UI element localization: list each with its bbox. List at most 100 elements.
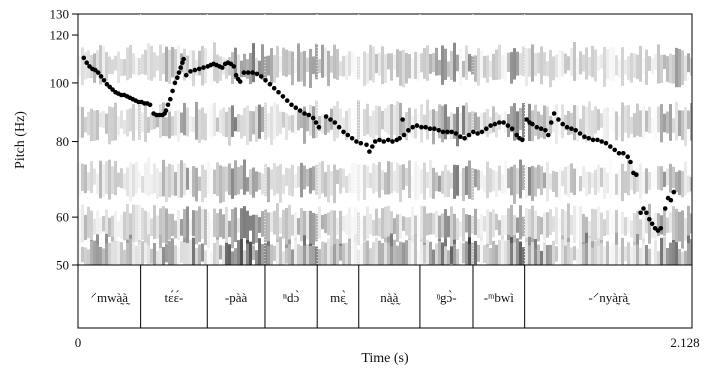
pitch-point [590, 137, 596, 143]
y-tick-label: 50 [56, 258, 69, 273]
pitch-point [638, 210, 643, 216]
pitch-point [520, 137, 525, 143]
pitch-point [147, 102, 153, 108]
pitch-point [406, 128, 411, 133]
segment-tier: ⸍mwà̰à̰ tɛ́ɛ́- -pàà ⁿdɔ̀ mɛ̰̀ nà̰à̰ ᵑgɔ̀- -ᵐbwì… [91, 265, 631, 328]
pitch-point [341, 129, 346, 135]
pitch-point [289, 102, 294, 108]
pitch-point [172, 80, 178, 86]
pitch-point [297, 108, 303, 113]
pitch-point [397, 136, 403, 141]
pitch-point [582, 134, 587, 139]
pitch-point [385, 137, 391, 143]
pitch-point [280, 94, 286, 99]
pitch-point [192, 67, 198, 73]
pitch-point [354, 139, 359, 144]
pitch-point [662, 206, 668, 211]
pitch-point [377, 137, 382, 143]
pitch-point [462, 136, 467, 141]
pitch-point [546, 132, 551, 138]
pitch-point [188, 69, 193, 74]
segment-label: mɛ̰̀ [330, 290, 349, 305]
pitch-point [612, 147, 617, 153]
pitch-point [201, 65, 206, 70]
pitch-point [390, 139, 395, 144]
pitch-point [599, 139, 604, 144]
pitch-point [245, 70, 251, 75]
pitch-point [263, 78, 268, 83]
pitch-point [625, 154, 630, 159]
pitch-point [345, 132, 351, 138]
pitch-point [543, 128, 548, 133]
pitch-point [608, 144, 613, 149]
pitch-point [358, 140, 364, 146]
pitch-point [497, 120, 502, 125]
pitch-point [231, 64, 237, 69]
pitch-point [196, 66, 202, 72]
pitch-point [183, 72, 189, 78]
pitch-point [364, 142, 369, 148]
pitch-point [271, 85, 277, 91]
pitch-point [530, 121, 535, 127]
pitch-point [254, 71, 260, 77]
pitch-point [110, 87, 115, 92]
pitch-point [306, 112, 312, 118]
pitch-point [564, 124, 570, 130]
pitch-point [176, 70, 182, 75]
pitch-point [367, 149, 372, 154]
pitch-point [372, 139, 378, 144]
pitch-point [328, 117, 333, 122]
pitch-point [445, 129, 450, 135]
pitch-point [449, 129, 455, 135]
segment-label: -ᵐbwì [484, 290, 515, 305]
pitch-point [560, 121, 565, 127]
x-axis-end-label: 2.128 [670, 335, 699, 350]
pitch-point [323, 114, 329, 119]
pitch-point [488, 123, 493, 128]
pitch-point [658, 226, 664, 231]
pitch-point [514, 132, 519, 138]
pitch-point [336, 124, 342, 130]
pitch-point [603, 140, 609, 146]
pitch-point [180, 60, 185, 65]
pitch-point [316, 124, 322, 130]
pitch-point [573, 128, 578, 133]
y-tick-label: 120 [50, 28, 70, 43]
pitch-point [168, 96, 173, 102]
y-tick-label: 130 [50, 7, 70, 22]
pitch-point [641, 206, 646, 211]
segment-label: tɛ́ɛ́- [165, 290, 184, 305]
pitch-point [302, 111, 307, 116]
pitch-point [628, 159, 633, 165]
pitch-point [414, 123, 420, 128]
pitch-point [381, 139, 387, 144]
pitch-point [101, 78, 107, 83]
pitch-point [649, 221, 655, 227]
pitch-point [479, 129, 485, 135]
x-axis-title: Time (s) [361, 351, 409, 366]
pitch-point [671, 189, 677, 195]
pitch-point [241, 70, 247, 75]
pitch-point [647, 217, 652, 222]
pitch-point [220, 65, 225, 70]
pitch-point [178, 65, 183, 70]
pitch-point [492, 121, 498, 127]
segment-label: -pàà [225, 290, 248, 305]
pitch-point [313, 120, 319, 125]
pitch-point [586, 136, 591, 141]
pitch-point [163, 108, 169, 113]
pitch-point [634, 172, 639, 177]
pitch-track [81, 55, 677, 233]
pitch-point [644, 210, 649, 216]
pitch-point [475, 131, 480, 136]
pitch-point [400, 117, 405, 122]
pitch-point [175, 75, 180, 80]
pitch-point [410, 124, 416, 130]
pitch-point [423, 124, 429, 130]
pitch-point [621, 151, 626, 156]
pitch-point [668, 197, 674, 203]
pitch-point [401, 132, 407, 138]
pitch-point [293, 105, 299, 110]
y-axis-title: Pitch (Hz) [13, 111, 28, 169]
